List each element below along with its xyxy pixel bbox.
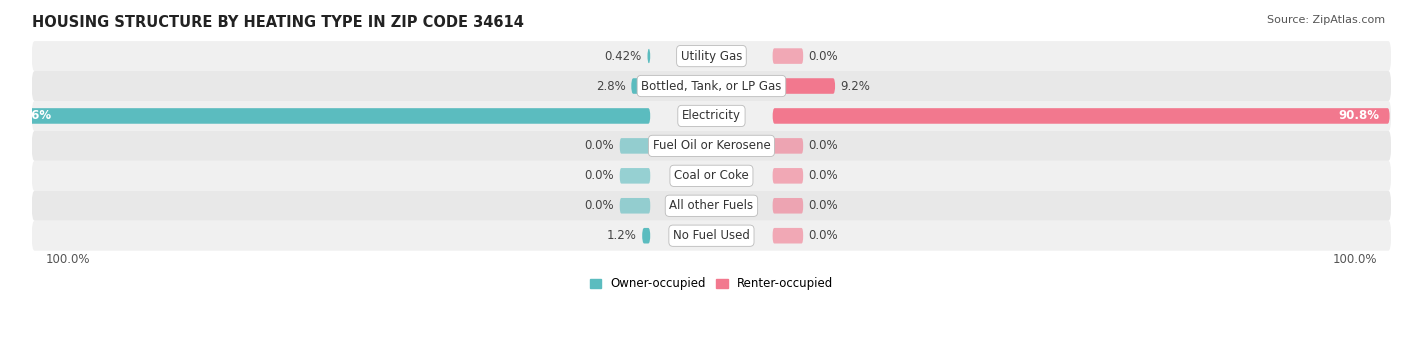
Text: All other Fuels: All other Fuels xyxy=(669,199,754,212)
Text: 100.0%: 100.0% xyxy=(45,253,90,266)
FancyBboxPatch shape xyxy=(631,78,651,94)
Text: 95.6%: 95.6% xyxy=(11,109,52,122)
FancyBboxPatch shape xyxy=(773,168,803,183)
FancyBboxPatch shape xyxy=(773,78,835,94)
Text: 0.0%: 0.0% xyxy=(585,169,614,182)
Text: 0.0%: 0.0% xyxy=(808,199,838,212)
FancyBboxPatch shape xyxy=(773,138,803,154)
FancyBboxPatch shape xyxy=(620,198,651,213)
Text: 0.0%: 0.0% xyxy=(808,169,838,182)
Text: 0.0%: 0.0% xyxy=(585,139,614,152)
Text: 100.0%: 100.0% xyxy=(1333,253,1378,266)
Text: Coal or Coke: Coal or Coke xyxy=(673,169,749,182)
Text: Utility Gas: Utility Gas xyxy=(681,49,742,63)
FancyBboxPatch shape xyxy=(773,228,803,243)
Text: 90.8%: 90.8% xyxy=(1339,109,1379,122)
FancyBboxPatch shape xyxy=(32,131,1391,161)
FancyBboxPatch shape xyxy=(647,48,651,64)
FancyBboxPatch shape xyxy=(32,41,1391,71)
Text: 1.2%: 1.2% xyxy=(607,229,637,242)
Text: 2.8%: 2.8% xyxy=(596,79,626,92)
FancyBboxPatch shape xyxy=(773,198,803,213)
Text: Bottled, Tank, or LP Gas: Bottled, Tank, or LP Gas xyxy=(641,79,782,92)
Legend: Owner-occupied, Renter-occupied: Owner-occupied, Renter-occupied xyxy=(585,273,838,295)
Text: Fuel Oil or Kerosene: Fuel Oil or Kerosene xyxy=(652,139,770,152)
FancyBboxPatch shape xyxy=(32,101,1391,131)
Text: 0.0%: 0.0% xyxy=(808,139,838,152)
Text: 0.0%: 0.0% xyxy=(808,229,838,242)
FancyBboxPatch shape xyxy=(643,228,651,243)
Text: 0.0%: 0.0% xyxy=(585,199,614,212)
Text: HOUSING STRUCTURE BY HEATING TYPE IN ZIP CODE 34614: HOUSING STRUCTURE BY HEATING TYPE IN ZIP… xyxy=(32,15,524,30)
FancyBboxPatch shape xyxy=(32,71,1391,101)
Text: No Fuel Used: No Fuel Used xyxy=(673,229,749,242)
FancyBboxPatch shape xyxy=(620,138,651,154)
Text: Electricity: Electricity xyxy=(682,109,741,122)
Text: Source: ZipAtlas.com: Source: ZipAtlas.com xyxy=(1267,15,1385,25)
FancyBboxPatch shape xyxy=(32,161,1391,191)
FancyBboxPatch shape xyxy=(32,191,1391,221)
FancyBboxPatch shape xyxy=(773,108,1389,124)
FancyBboxPatch shape xyxy=(773,48,803,64)
FancyBboxPatch shape xyxy=(620,168,651,183)
FancyBboxPatch shape xyxy=(32,221,1391,251)
Text: 9.2%: 9.2% xyxy=(841,79,870,92)
FancyBboxPatch shape xyxy=(0,108,651,124)
Text: 0.42%: 0.42% xyxy=(605,49,643,63)
Text: 0.0%: 0.0% xyxy=(808,49,838,63)
